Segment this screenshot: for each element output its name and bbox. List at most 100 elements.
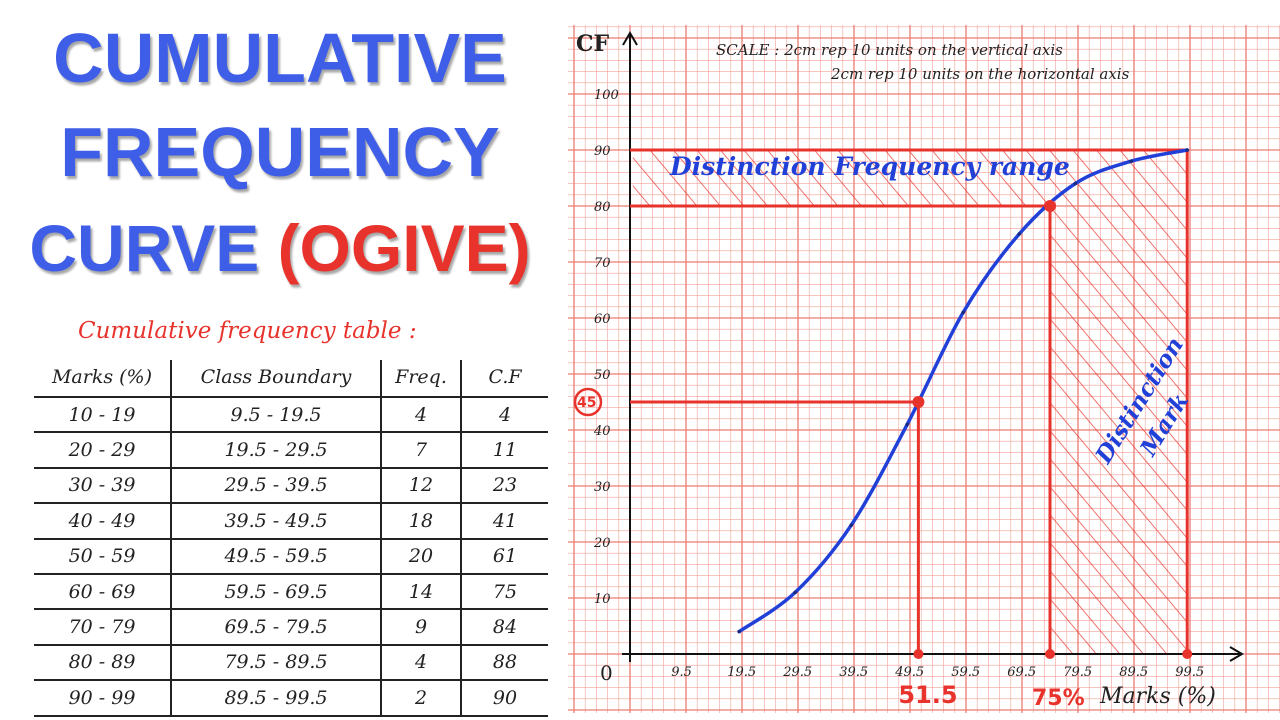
marks-cell: 90 - 99 xyxy=(34,680,172,717)
y-tick-label: 70 xyxy=(594,256,611,271)
axis-dot xyxy=(1045,649,1055,659)
y-marker-label: 45 xyxy=(577,395,596,411)
column-header-class-boundary: Class Boundary xyxy=(171,360,382,398)
class-boundary-cell: 19.5 - 29.5 xyxy=(171,432,382,469)
freq-cell: 7 xyxy=(381,432,462,469)
marks-cell: 80 - 89 xyxy=(34,644,172,682)
freq-cell: 18 xyxy=(381,503,462,540)
freq-cell: 4 xyxy=(381,397,462,434)
intersection-dot xyxy=(1044,200,1056,212)
marks-cell: 50 - 59 xyxy=(34,538,172,575)
y-marker-circle xyxy=(573,387,603,417)
x-marker-label-1: 51.5 xyxy=(898,681,957,709)
title-line-cumulative: CUMULATIVE xyxy=(53,19,507,97)
marks-cell: 70 - 79 xyxy=(34,609,172,646)
freq-cell: 14 xyxy=(381,573,462,611)
x-tick-label: 79.5 xyxy=(1063,665,1092,680)
x-tick-label: 49.5 xyxy=(894,665,924,680)
data-point xyxy=(1017,232,1021,236)
table-header-row: Marks (%) Class Boundary Freq. C.F xyxy=(34,360,548,398)
class-boundary-cell: 49.5 - 59.5 xyxy=(171,538,382,575)
table-row: 30 - 39 29.5 - 39.5 12 23 xyxy=(34,467,548,505)
table-row: 10 - 19 9.5 - 19.5 4 4 xyxy=(34,397,548,434)
y-tick-label: 60 xyxy=(594,312,611,327)
ogive-chart: CF 0 10 20 30 40 50 60 70 80 90 100 9.5 19.5 29.5 39.5 4… xyxy=(568,25,1280,713)
table-row: 40 - 49 39.5 - 49.5 18 41 xyxy=(34,503,548,540)
x-tick-label: 39.5 xyxy=(839,665,868,680)
distinction-frequency-band xyxy=(632,150,1188,206)
data-point xyxy=(849,523,853,527)
table-heading: Cumulative frequency table : xyxy=(78,318,417,344)
x-tick-label: 9.5 xyxy=(671,665,692,680)
marks-cell: 10 - 19 xyxy=(34,397,172,434)
axis-dot xyxy=(913,649,924,659)
x-tick-label: 29.5 xyxy=(782,665,812,680)
title-curve-word: CURVE xyxy=(29,211,260,285)
class-boundary-cell: 29.5 - 39.5 xyxy=(171,467,382,505)
y-tick-label: 90 xyxy=(594,144,611,159)
scale-note-line-2: 2cm rep 10 units on the horizontal axis xyxy=(830,65,1130,83)
freq-cell: 4 xyxy=(381,644,462,682)
x-marker-label-2: 75% xyxy=(1032,686,1085,711)
x-tick-label: 99.5 xyxy=(1175,665,1204,680)
marks-cell: 30 - 39 xyxy=(34,467,172,505)
table-row: 80 - 89 79.5 - 89.5 4 88 xyxy=(34,644,548,682)
y-tick-label: 100 xyxy=(594,88,619,103)
class-boundary-cell: 59.5 - 69.5 xyxy=(171,573,382,611)
table-row: 90 - 99 89.5 - 99.5 2 90 xyxy=(34,680,548,717)
data-point xyxy=(793,590,797,595)
x-tick-label: 89.5 xyxy=(1119,665,1148,680)
x-tick-label: 69.5 xyxy=(1007,665,1036,680)
y-tick-label: 50 xyxy=(594,368,611,383)
title-ogive-word: (OGIVE) xyxy=(277,211,531,285)
cf-cell: 84 xyxy=(461,609,548,646)
freq-cell: 9 xyxy=(381,609,462,646)
origin-label: 0 xyxy=(600,661,613,685)
cf-cell: 4 xyxy=(461,397,548,434)
y-tick-label: 10 xyxy=(594,592,611,607)
intersection-dot xyxy=(912,396,925,408)
table-body: 10 - 19 9.5 - 19.5 4 4 20 - 29 19.5 - 29.5 7 11… xyxy=(34,397,548,717)
cf-cell: 88 xyxy=(461,644,548,682)
x-tick-label: 19.5 xyxy=(727,665,756,680)
data-point xyxy=(1185,148,1189,152)
title-line-frequency: FREQUENCY xyxy=(60,113,500,191)
y-tick-label: 40 xyxy=(593,424,611,439)
cf-cell: 11 xyxy=(461,432,548,469)
table-row: 70 - 79 69.5 - 79.5 9 84 xyxy=(34,609,548,646)
x-tick-label: 59.5 xyxy=(951,665,980,680)
y-axis-arrow xyxy=(622,31,638,46)
y-tick-label: 20 xyxy=(593,536,611,551)
cf-cell: 75 xyxy=(461,573,548,611)
band-annotation: Distinction Frequency range xyxy=(669,152,1070,181)
freq-cell: 20 xyxy=(381,538,462,575)
data-point xyxy=(905,422,909,427)
data-point xyxy=(961,310,965,315)
cf-cell: 61 xyxy=(461,538,548,575)
class-boundary-cell: 39.5 - 49.5 xyxy=(171,503,382,540)
column-header-marks: Marks (%) xyxy=(34,360,172,398)
class-boundary-cell: 9.5 - 19.5 xyxy=(171,397,382,434)
cf-cell: 90 xyxy=(461,680,548,717)
x-axis-arrow xyxy=(1229,646,1244,662)
y-tick-label: 30 xyxy=(594,480,611,495)
marks-cell: 60 - 69 xyxy=(34,573,172,611)
class-boundary-cell: 79.5 - 89.5 xyxy=(171,644,382,682)
freq-cell: 2 xyxy=(381,680,462,717)
scale-note-line-1: SCALE : 2cm rep 10 units on the vertical… xyxy=(716,41,1063,59)
data-point xyxy=(737,629,741,634)
column-header-freq: Freq. xyxy=(381,360,462,398)
axis-dot xyxy=(1182,649,1193,659)
marks-cell: 40 - 49 xyxy=(34,503,172,540)
x-axis-label: Marks (%) xyxy=(1099,684,1216,709)
cf-cell: 23 xyxy=(461,467,548,505)
data-point xyxy=(1129,159,1133,163)
cumulative-frequency-table: Marks (%) Class Boundary Freq. C.F 10 - … xyxy=(34,360,548,717)
column-header-cf: C.F xyxy=(461,360,548,398)
title-line-curve: CURVE (OGIVE) xyxy=(0,210,560,286)
class-boundary-cell: 89.5 - 99.5 xyxy=(171,680,382,717)
cf-cell: 41 xyxy=(461,503,548,540)
y-tick-label: 80 xyxy=(594,200,611,215)
class-boundary-cell: 69.5 - 79.5 xyxy=(171,609,382,646)
marks-cell: 20 - 29 xyxy=(34,432,172,469)
